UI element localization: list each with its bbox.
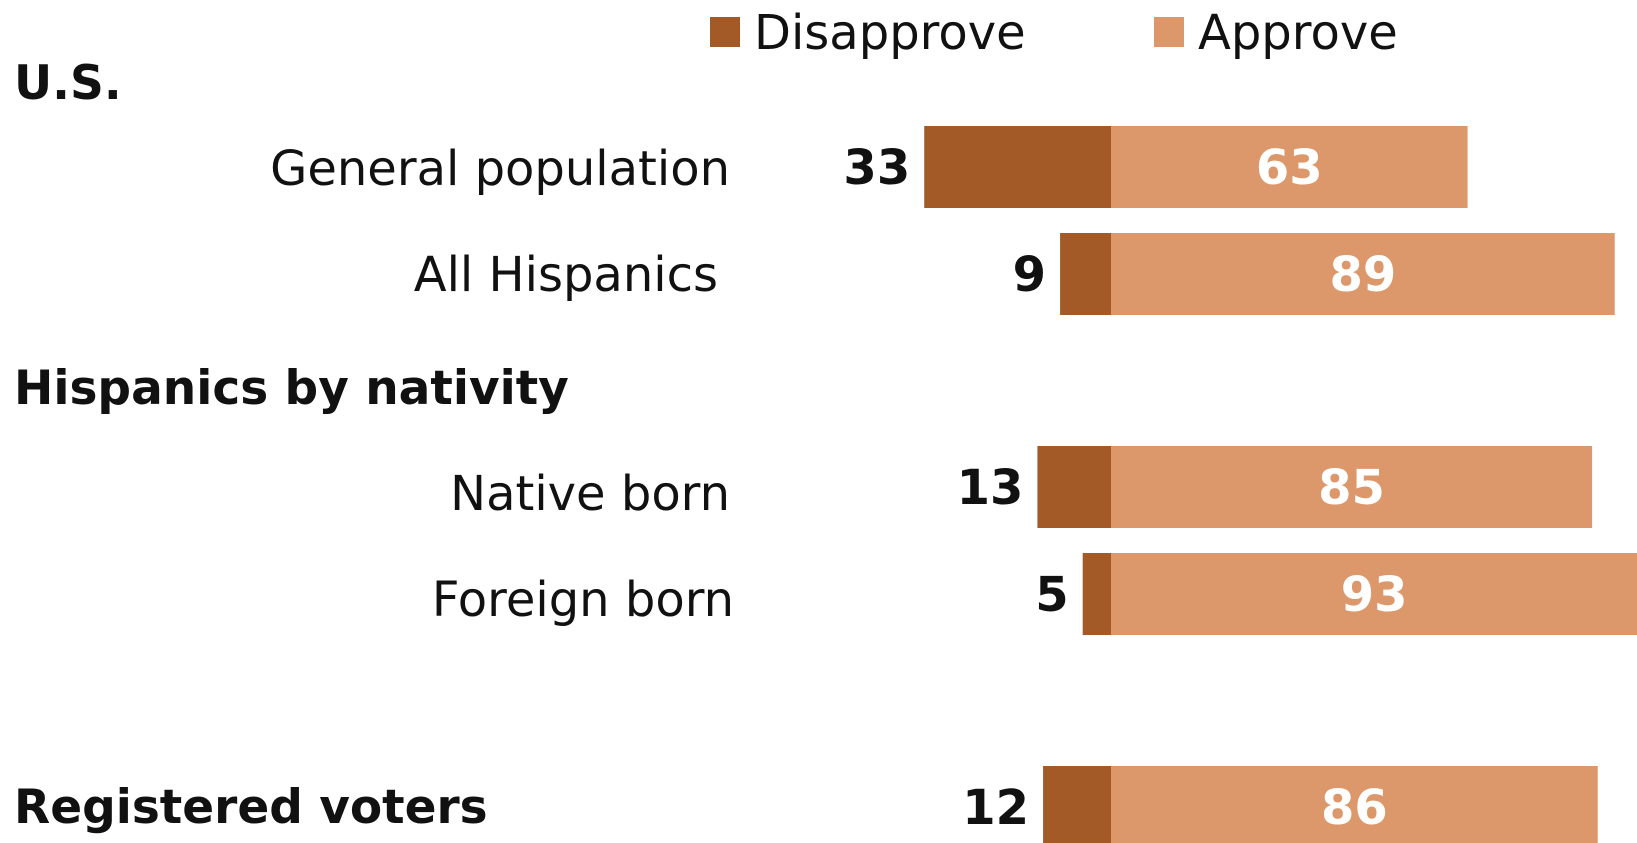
value-label-approve-all-hispanics: 89 [1329,247,1396,303]
group-heading-registered-voters: Registered voters [14,780,488,835]
bars: 33 63 9 89 13 85 5 93 12 86 [843,126,1637,843]
bar-approve-native-born [1111,446,1593,528]
bar-disapprove-native-born [1037,446,1111,528]
legend-swatch-disapprove [710,17,740,47]
value-label-approve-general-population: 63 [1256,140,1323,196]
legend-label-disapprove: Disapprove [754,5,1026,61]
bar-disapprove-registered-voters [1043,766,1111,843]
value-label-disapprove-general-population: 33 [843,140,910,196]
value-label-disapprove-native-born: 13 [957,460,1024,516]
group-heading-us: U.S. [14,56,122,111]
value-label-approve-native-born: 85 [1318,460,1385,516]
group-heading-nativity: Hispanics by nativity [14,361,569,416]
bar-disapprove-all-hispanics [1060,233,1111,315]
legend-label-approve: Approve [1198,5,1398,61]
value-label-approve-foreign-born: 93 [1341,567,1408,623]
bar-approve-foreign-born [1111,553,1637,635]
value-label-disapprove-all-hispanics: 9 [1013,247,1046,303]
category-label-all-hispanics: All Hispanics [414,247,718,303]
legend-swatch-approve [1154,17,1184,47]
bar-disapprove-foreign-born [1082,553,1111,635]
value-label-disapprove-registered-voters: 12 [962,780,1029,836]
category-label-native-born: Native born [450,466,730,522]
bar-approve-registered-voters [1111,766,1598,843]
category-label-foreign-born: Foreign born [432,572,734,628]
bar-approve-all-hispanics [1111,233,1615,315]
bar-approve-general-population [1111,126,1468,208]
legend: Disapprove Approve [710,5,1398,61]
category-label-general-population: General population [270,141,730,197]
value-label-approve-registered-voters: 86 [1321,780,1388,836]
value-label-disapprove-foreign-born: 5 [1035,567,1068,623]
bar-disapprove-general-population [924,126,1111,208]
